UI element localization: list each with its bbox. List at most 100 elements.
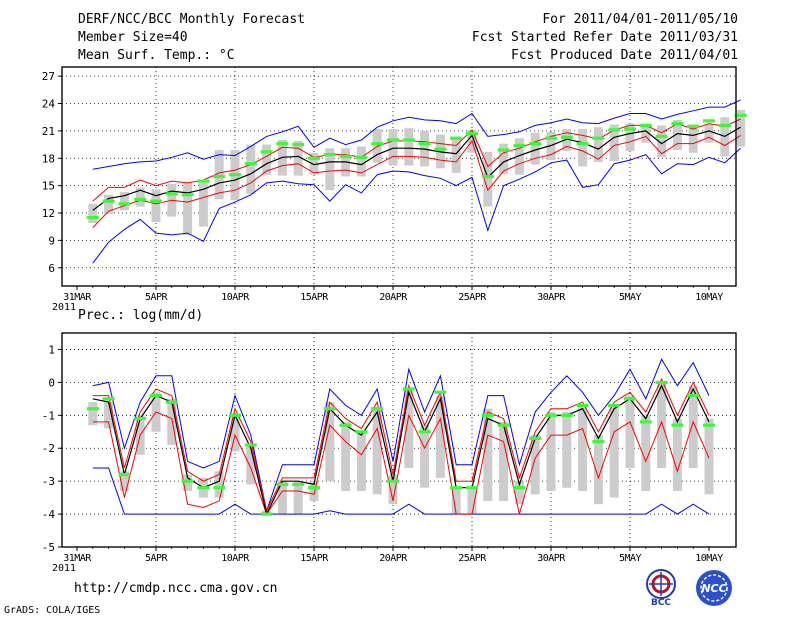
temp-ytick-label: 9	[48, 234, 55, 247]
temp-xtick-label: 5APR	[145, 292, 169, 303]
temp-plot-border	[61, 66, 737, 287]
title-model: DERF/NCC/BCC Monthly Forecast	[78, 12, 305, 27]
temp-spread-bar	[578, 129, 588, 167]
temp-plot-frame	[61, 66, 737, 287]
temp-member-marker	[639, 123, 652, 127]
prec-mean-line	[92, 384, 710, 516]
prec-spread-bar	[88, 402, 98, 426]
temp-member-marker	[181, 193, 194, 197]
prec-spread-bar	[167, 398, 177, 445]
prec-ytick-label: -4	[42, 508, 56, 521]
prec-member-marker	[639, 420, 652, 424]
prec-member-marker	[513, 486, 526, 490]
temp-xtick-year: 2011	[52, 302, 76, 313]
prec-member-marker	[608, 403, 621, 408]
prec-member-marker	[387, 479, 399, 483]
prec-spread-bar	[546, 412, 556, 492]
prec-ytick-label: -5	[42, 541, 55, 554]
prec-spread-bar	[593, 435, 603, 505]
prec-member-marker	[102, 397, 115, 401]
temp-member-marker	[292, 142, 305, 147]
temp-spread-bar	[135, 187, 145, 207]
temp-member-marker	[466, 132, 478, 136]
temp-ytick-label: 18	[42, 152, 55, 165]
prec-member-marker	[560, 413, 573, 417]
ncc-logo-text: NCC	[701, 582, 726, 595]
prec-spread-bar	[404, 388, 414, 468]
temp-spread-bar	[704, 124, 714, 143]
prec-spread-bar	[625, 395, 635, 468]
temp-ytick-label: 24	[42, 98, 56, 111]
prec-plot-border	[61, 332, 737, 548]
prec-member-marker	[687, 393, 700, 398]
prec-spread-bar	[641, 415, 651, 492]
temp-member-marker	[687, 124, 700, 128]
temp-member-marker	[102, 199, 115, 203]
temp-spread-bar	[119, 192, 129, 211]
prec-member-marker	[497, 423, 510, 427]
prec-member-marker	[292, 482, 305, 487]
prec-spread-bar	[530, 435, 540, 495]
prec-member-marker	[355, 430, 368, 434]
bcc-logo: BCC	[640, 568, 682, 612]
prec-spread-bar	[483, 408, 493, 501]
temp-ytick-label: 27	[42, 70, 55, 83]
temp-member-marker	[718, 123, 731, 127]
prec-panel-title: Prec.: log(mm/d)	[78, 308, 203, 323]
temp-member-marker	[276, 142, 289, 146]
temp-spread-bar	[641, 123, 651, 143]
prec-spread-bar	[704, 418, 714, 495]
temp-member-marker	[355, 155, 368, 159]
prec-member-marker	[529, 436, 542, 440]
prec-member-marker	[118, 472, 131, 477]
temp-member-marker	[244, 162, 257, 166]
prec-member-marker	[323, 407, 336, 411]
temp-spread-bar	[198, 182, 208, 227]
temp-lower-outer-line	[92, 147, 741, 264]
temp-member-marker	[308, 156, 320, 160]
source-url[interactable]: http://cmdp.ncc.cma.gov.cn	[74, 581, 278, 596]
temp-spread-bar	[625, 123, 635, 151]
prec-spread-bar	[609, 405, 619, 498]
prec-member-marker	[86, 407, 99, 411]
temp-spread-bar	[104, 194, 114, 214]
prec-lower-outer-line	[92, 467, 710, 515]
prec-member-marker	[418, 430, 431, 434]
prec-spread-bar	[388, 474, 398, 505]
temp-member-marker	[608, 128, 621, 132]
temp-member-marker	[497, 148, 510, 152]
temp-spread-bar	[183, 182, 193, 235]
temp-xtick-label: 5MAY	[619, 292, 642, 303]
title-start-date: Fcst Started Refer Date 2011/03/31	[471, 30, 738, 45]
temp-upper-outer-line	[92, 99, 741, 170]
prec-xtick-label: 5APR	[145, 553, 169, 564]
temp-member-marker	[513, 143, 526, 148]
temp-member-marker	[165, 192, 178, 196]
temp-member-marker	[529, 142, 542, 146]
temp-member-marker	[402, 138, 415, 142]
temp-member-marker	[213, 174, 226, 179]
temp-spread-bar	[325, 148, 335, 191]
prec-spread-bar	[372, 408, 382, 495]
prec-upper-outer-line	[92, 358, 710, 513]
prec-member-marker	[371, 407, 384, 411]
temp-lower-inner-line	[92, 134, 741, 228]
prec-member-marker	[339, 423, 352, 427]
title-produced-date: Fcst Produced Date 2011/04/01	[511, 48, 738, 63]
temp-xtick-label: 20APR	[379, 292, 408, 303]
prec-spread-bar	[467, 487, 477, 515]
prec-spread-bar	[672, 418, 682, 492]
temp-member-marker	[624, 127, 636, 131]
prec-member-marker	[276, 482, 289, 487]
temp-member-marker	[150, 199, 162, 203]
prec-spread-bar	[514, 481, 524, 505]
temp-member-marker	[481, 174, 494, 179]
temp-xtick-label: 15APR	[300, 292, 329, 303]
prec-member-marker	[703, 423, 715, 427]
prec-ytick-label: 0	[48, 376, 55, 389]
temp-spread-bar	[214, 150, 224, 200]
prec-xtick-label: 15APR	[300, 553, 329, 564]
prec-xtick-label: 10APR	[221, 553, 250, 564]
prec-member-marker	[545, 413, 557, 417]
prec-member-marker	[260, 512, 273, 516]
